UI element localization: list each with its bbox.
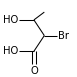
Text: HO: HO	[3, 15, 18, 25]
Text: O: O	[30, 66, 38, 76]
Text: HO: HO	[3, 46, 18, 56]
Text: Br: Br	[58, 31, 69, 41]
